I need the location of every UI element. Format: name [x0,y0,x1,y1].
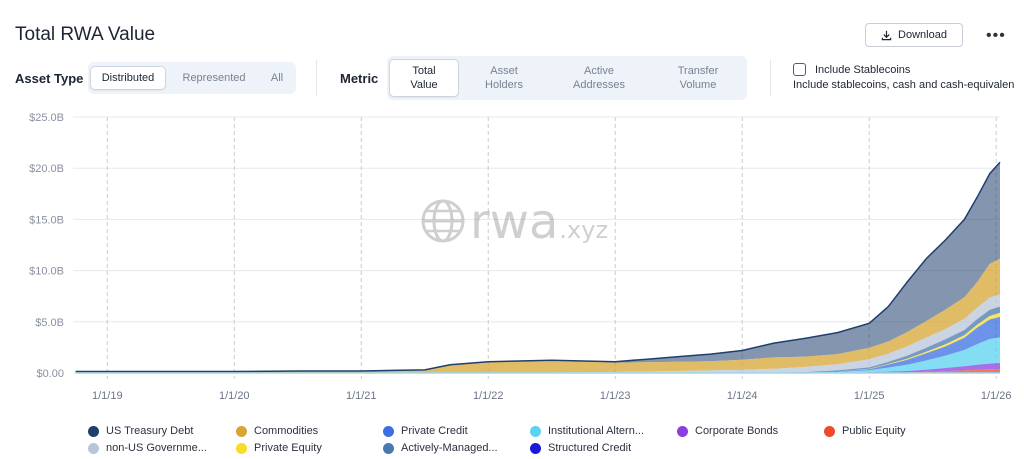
metric-option-line1: Total [412,65,436,77]
series-area-institutional-altern [75,337,1000,373]
x-tick-label: 1/1/26 [981,390,1012,402]
asset-type-selector: Distributed Represented All [88,62,296,94]
x-tick-label: 1/1/19 [92,390,123,402]
chart-areas [75,161,1001,374]
page-title: Total RWA Value [15,24,156,45]
legend-swatch [383,425,394,437]
legend-swatch [530,425,541,437]
download-label: Download [898,29,947,41]
y-tick-label: $15.0B [29,214,64,226]
legend-item[interactable]: Private Credit [383,425,468,437]
chart-grid [73,116,1000,379]
legend-swatch [824,425,835,437]
legend-swatch [88,442,99,454]
x-tick-label: 1/1/21 [346,390,377,402]
metric-option-line2: Holders [485,79,523,91]
legend-label: non-US Governme... [106,442,207,454]
metric-option-line2: Value [410,79,438,91]
legend-swatch [236,425,247,437]
legend-item[interactable]: Corporate Bonds [677,425,778,437]
legend-item[interactable]: Private Equity [236,442,322,454]
download-button[interactable]: Download [865,23,963,47]
divider [316,60,317,96]
y-tick-label: $20.0B [29,163,64,175]
legend-label: Structured Credit [548,442,632,454]
legend-swatch [383,442,394,454]
download-icon [881,30,892,40]
metric-option-active-addresses[interactable]: Active Addresses [549,64,649,92]
x-tick-label: 1/1/25 [854,390,885,402]
legend-label: Private Credit [401,425,468,437]
y-tick-label: $10.0B [29,266,64,278]
watermark-text: rwa [470,194,559,250]
legend-label: Corporate Bonds [695,425,779,437]
legend-item[interactable]: Public Equity [824,425,906,437]
legend-item[interactable]: non-US Governme... [88,442,207,454]
x-tick-label: 1/1/22 [473,390,504,402]
series-line-us-treasury-debt [75,161,1001,373]
metric-option-line2: Volume [679,79,717,91]
include-stablecoins-checkbox[interactable] [793,63,806,76]
legend-item[interactable]: Institutional Altern... [530,425,644,437]
legend-item[interactable]: US Treasury Debt [88,425,193,437]
watermark-suffix: .xyz [559,216,609,244]
x-tick-label: 1/1/23 [600,390,631,402]
asset-type-option-all[interactable]: All [270,72,284,84]
globe-icon [421,199,465,243]
legend-item[interactable]: Commodities [236,425,318,437]
divider [770,60,771,96]
metric-option-transfer-volume[interactable]: Transfer Volume [649,64,747,92]
legend-item[interactable]: Structured Credit [530,442,631,454]
asset-type-label: Asset Type [15,71,84,86]
asset-type-option-distributed[interactable]: Distributed [90,66,166,90]
legend-label: Commodities [254,425,319,437]
include-stablecoins-description: Include stablecoins, cash and cash-equiv… [793,79,1014,91]
legend-label: US Treasury Debt [106,425,194,437]
metric-option-line1: Asset [490,65,518,77]
y-axis-labels: $0.00 $5.0B $10.0B $15.0B $20.0B $25.0B [29,112,64,380]
y-tick-label: $5.0B [35,317,64,329]
more-options-icon[interactable]: ••• [986,27,1006,44]
legend-label: Institutional Altern... [548,425,644,437]
x-axis-labels: 1/1/19 1/1/20 1/1/21 1/1/22 1/1/23 1/1/24 1/1/… [92,390,1011,402]
include-stablecoins-label: Include Stablecoins [815,64,911,76]
series-area-commodities [75,258,1000,373]
metric-label: Metric [340,71,379,86]
metric-option-line2: Addresses [573,79,625,91]
metric-option-line1: Transfer [677,65,719,77]
x-tick-label: 1/1/24 [727,390,758,402]
legend-swatch [88,425,99,437]
legend-swatch [236,442,247,454]
legend-label: Actively-Managed... [401,442,498,454]
legend-item[interactable]: Actively-Managed... [383,442,498,454]
metric-option-total-value[interactable]: Total Value [389,59,459,97]
legend-swatch [677,425,688,437]
rwa-watermark: rwa .xyz [420,194,609,250]
series-area-corporate-bonds [75,363,1000,373]
legend-swatch [530,442,541,454]
metric-option-line1: Active [584,65,614,77]
y-tick-label: $25.0B [29,112,64,124]
legend-label: Private Equity [254,442,322,454]
asset-type-option-represented[interactable]: Represented [182,72,246,84]
metric-option-asset-holders[interactable]: Asset Holders [459,64,549,92]
x-tick-label: 1/1/20 [219,390,250,402]
metric-selector: Total Value Asset Holders Active Address… [387,56,747,100]
legend-label: Public Equity [842,425,906,437]
y-tick-label: $0.00 [36,368,64,380]
